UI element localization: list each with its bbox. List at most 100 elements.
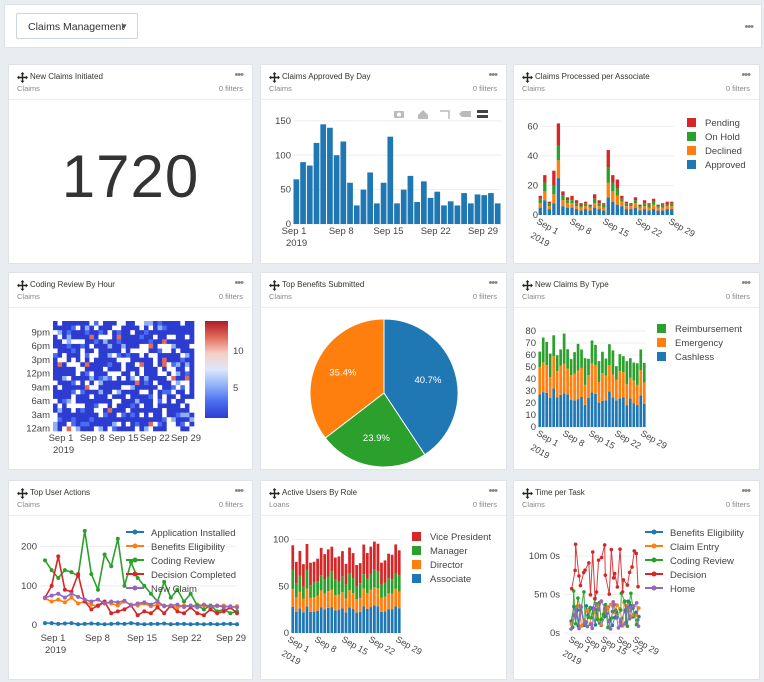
bar-segment[interactable] <box>538 207 542 215</box>
bar-segment[interactable] <box>588 207 592 211</box>
bar-segment[interactable] <box>633 197 638 201</box>
panel-menu-icon[interactable]: ••• <box>234 277 244 289</box>
bar-segment[interactable] <box>309 585 312 598</box>
bar-segment[interactable] <box>570 207 574 215</box>
bar-segment[interactable] <box>597 206 601 210</box>
bar-segment[interactable] <box>312 611 316 633</box>
bar-segment[interactable] <box>376 606 380 633</box>
bar[interactable] <box>454 205 461 224</box>
bar[interactable] <box>414 202 420 224</box>
bar-segment[interactable] <box>593 207 597 215</box>
bar-segment[interactable] <box>633 207 638 215</box>
bar-segment[interactable] <box>656 204 660 207</box>
bar-segment[interactable] <box>602 210 606 215</box>
bar-segment[interactable] <box>330 589 334 608</box>
bar-segment[interactable] <box>670 209 674 215</box>
bar[interactable] <box>427 197 434 224</box>
bar-segment[interactable] <box>587 358 590 376</box>
bar-segment[interactable] <box>390 609 394 633</box>
bar-segment[interactable] <box>611 350 615 375</box>
bar-segment[interactable] <box>570 195 574 201</box>
bar-segment[interactable] <box>576 370 580 400</box>
bar-segment[interactable] <box>538 198 542 204</box>
legend-swatch[interactable] <box>412 532 421 541</box>
legend-swatch[interactable] <box>687 160 696 169</box>
bar-segment[interactable] <box>294 583 298 598</box>
bar-segment[interactable] <box>566 349 569 369</box>
bar-segment[interactable] <box>397 608 401 633</box>
bar[interactable] <box>340 141 347 225</box>
legend-swatch[interactable] <box>412 574 421 583</box>
bar-segment[interactable] <box>552 185 556 195</box>
bar-segment[interactable] <box>629 206 633 210</box>
bar-segment[interactable] <box>597 203 601 207</box>
panel-filter-count[interactable]: 0 filters <box>472 292 497 301</box>
bar-segment[interactable] <box>642 362 646 383</box>
bar-segment[interactable] <box>291 589 295 607</box>
bar-segment[interactable] <box>562 363 566 394</box>
bar-segment[interactable] <box>625 384 629 406</box>
bar-segment[interactable] <box>594 365 597 394</box>
bar-segment[interactable] <box>656 207 660 211</box>
bar-segment[interactable] <box>639 349 643 371</box>
bar-segment[interactable] <box>305 588 309 607</box>
bar[interactable] <box>407 175 414 224</box>
bar-segment[interactable] <box>620 206 624 215</box>
bar-segment[interactable] <box>579 210 583 215</box>
bar-segment[interactable] <box>559 349 562 366</box>
bar-segment[interactable] <box>561 191 565 196</box>
bar-segment[interactable] <box>365 552 369 579</box>
bar-segment[interactable] <box>548 377 552 399</box>
legend-swatch[interactable] <box>657 338 666 347</box>
panel-filter-count[interactable]: 0 filters <box>472 84 497 93</box>
bar-segment[interactable] <box>638 204 642 207</box>
bar-segment[interactable] <box>587 375 590 398</box>
bar-segment[interactable] <box>624 201 629 204</box>
bar[interactable] <box>320 124 327 224</box>
bar-segment[interactable] <box>380 611 383 633</box>
bar-segment[interactable] <box>365 592 369 609</box>
bar[interactable] <box>300 162 306 224</box>
bar-segment[interactable] <box>351 553 355 579</box>
bar-segment[interactable] <box>344 584 348 599</box>
bar-segment[interactable] <box>323 554 327 580</box>
bar-segment[interactable] <box>305 543 309 570</box>
bar-segment[interactable] <box>337 556 341 582</box>
bar-segment[interactable] <box>555 371 559 398</box>
bar-segment[interactable] <box>387 553 390 579</box>
bar-segment[interactable] <box>298 608 302 633</box>
bar-segment[interactable] <box>294 597 298 612</box>
bar-segment[interactable] <box>590 340 594 364</box>
bar-segment[interactable] <box>628 358 632 378</box>
bar-segment[interactable] <box>611 201 615 215</box>
bar-segment[interactable] <box>624 209 629 215</box>
bar-segment[interactable] <box>656 206 660 208</box>
bar-segment[interactable] <box>583 404 587 427</box>
bar-segment[interactable] <box>565 203 570 208</box>
bar-segment[interactable] <box>620 195 624 199</box>
bar-segment[interactable] <box>633 200 638 204</box>
bar-segment[interactable] <box>344 598 348 613</box>
drag-handle-icon[interactable] <box>17 488 28 499</box>
bar-segment[interactable] <box>556 178 561 215</box>
panel-menu-icon[interactable]: ••• <box>741 485 751 497</box>
bar-segment[interactable] <box>576 343 580 371</box>
bar-segment[interactable] <box>362 588 366 607</box>
legend-swatch[interactable] <box>412 546 421 555</box>
bar-segment[interactable] <box>319 575 323 591</box>
bar-segment[interactable] <box>547 201 551 204</box>
bar[interactable] <box>394 203 400 224</box>
bar-segment[interactable] <box>548 398 552 427</box>
bar-segment[interactable] <box>302 598 305 613</box>
legend-swatch[interactable] <box>687 132 696 141</box>
bar-segment[interactable] <box>622 356 625 373</box>
bar-segment[interactable] <box>597 382 601 403</box>
bar-segment[interactable] <box>579 203 583 207</box>
chart-canvas[interactable]: 40.7%23.9%35.4% <box>261 307 507 470</box>
bar-segment[interactable] <box>593 194 597 199</box>
bar-segment[interactable] <box>556 123 561 146</box>
bar-segment[interactable] <box>665 204 669 207</box>
panel-menu-icon[interactable]: ••• <box>234 69 244 81</box>
